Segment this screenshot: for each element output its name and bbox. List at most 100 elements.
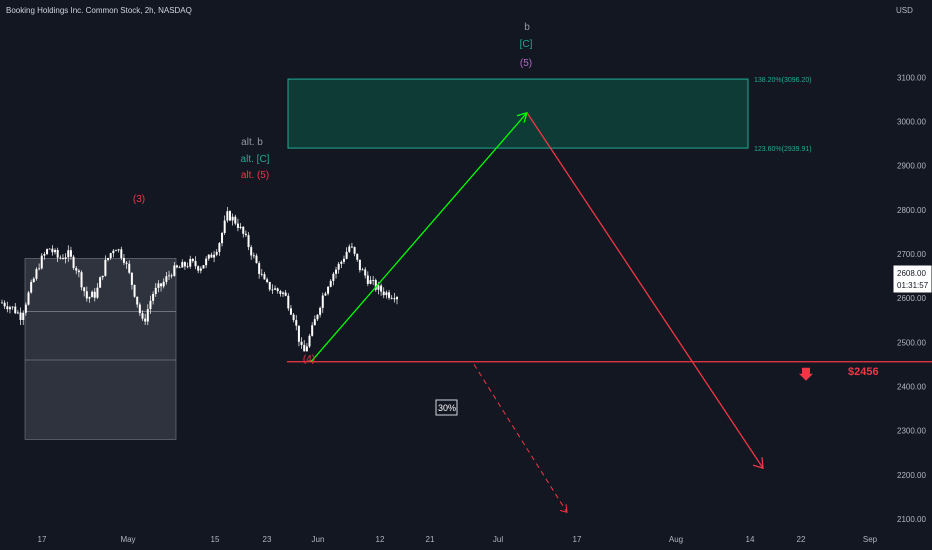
candle-body — [361, 269, 364, 271]
candle — [282, 291, 285, 297]
candle — [32, 277, 35, 283]
candle-body — [308, 335, 311, 347]
candle-body — [353, 247, 356, 254]
candle — [374, 278, 377, 292]
candle-body — [358, 259, 361, 271]
x-tick-label: Sep — [863, 535, 878, 544]
candle-body — [345, 251, 348, 259]
candle-body — [319, 307, 322, 315]
wave-label: (4) — [303, 354, 315, 365]
candle-body — [356, 253, 359, 260]
candle-body — [170, 275, 173, 277]
candle — [80, 270, 83, 291]
candle-body — [154, 287, 157, 294]
candle — [260, 268, 263, 277]
x-tick-label: 21 — [426, 535, 435, 544]
candle-body — [149, 300, 152, 310]
candle — [358, 259, 361, 273]
candle-body — [374, 280, 377, 290]
candle — [16, 309, 19, 315]
x-tick-label: Aug — [669, 535, 683, 544]
wave-label: alt. b — [241, 137, 263, 148]
candle — [96, 283, 99, 299]
y-tick-label: 3100.00 — [897, 73, 926, 82]
y-tick-label: 3000.00 — [897, 118, 926, 127]
candle-body — [48, 248, 51, 250]
candle — [226, 206, 229, 223]
candle-body — [215, 251, 218, 255]
candle — [197, 265, 200, 274]
candle — [165, 272, 168, 285]
probability-label: 30% — [438, 403, 456, 413]
candle — [332, 272, 335, 286]
candle — [297, 325, 300, 347]
y-tick-label: 2800.00 — [897, 206, 926, 215]
candle — [335, 266, 338, 279]
candle — [8, 305, 11, 314]
candle — [382, 287, 385, 299]
candle — [109, 252, 112, 260]
probability-box: 30% — [435, 399, 458, 416]
candle-body — [117, 249, 120, 251]
candle-body — [8, 307, 11, 310]
candle — [189, 255, 192, 269]
candle — [38, 263, 41, 271]
candle-body — [56, 250, 59, 258]
candle — [202, 265, 205, 269]
candle — [46, 248, 49, 256]
candle — [91, 290, 94, 298]
x-tick-label: 15 — [211, 535, 220, 544]
candle — [239, 223, 242, 230]
candle — [263, 271, 266, 280]
candle-body — [396, 297, 398, 300]
candle — [173, 262, 176, 277]
candle-body — [268, 281, 271, 290]
candle — [11, 306, 14, 310]
candle-body — [107, 258, 110, 260]
candle — [228, 210, 231, 222]
candle-body — [24, 304, 27, 313]
candle-body — [342, 258, 345, 262]
alt-projection-line — [473, 364, 568, 513]
candle-body — [186, 266, 189, 268]
candle — [27, 290, 30, 306]
candle — [170, 273, 173, 279]
candle-body — [46, 249, 49, 254]
candle-body — [40, 255, 43, 269]
projection-up-arrowhead — [516, 111, 528, 123]
candle-body — [160, 283, 163, 287]
candle-body — [67, 250, 70, 258]
x-tick-label: 22 — [797, 535, 806, 544]
candle — [61, 254, 64, 260]
candle — [342, 255, 345, 265]
candle-body — [1, 302, 3, 304]
candle — [120, 246, 123, 261]
candle-body — [366, 275, 369, 284]
candle-body — [295, 320, 298, 326]
candle-body — [372, 280, 375, 281]
candle-body — [136, 296, 139, 305]
candle-body — [213, 254, 216, 258]
candle-body — [279, 291, 282, 294]
candle-body — [321, 295, 324, 308]
candle — [114, 249, 117, 252]
candle — [361, 267, 364, 271]
candle — [48, 248, 51, 250]
candle-body — [382, 291, 385, 296]
candle — [144, 313, 147, 326]
candle — [6, 301, 9, 313]
candle-body — [385, 292, 388, 296]
candle — [236, 218, 239, 232]
y-tick-label: 2300.00 — [897, 427, 926, 436]
candle-body — [316, 314, 319, 320]
candle-body — [133, 284, 136, 297]
candle — [152, 291, 155, 305]
candle-body — [152, 293, 155, 301]
fib-level-label: 123.60%(2939.91) — [754, 146, 812, 153]
candle — [59, 255, 62, 260]
candle — [210, 252, 213, 258]
candle-body — [332, 273, 335, 281]
candle — [303, 340, 306, 352]
